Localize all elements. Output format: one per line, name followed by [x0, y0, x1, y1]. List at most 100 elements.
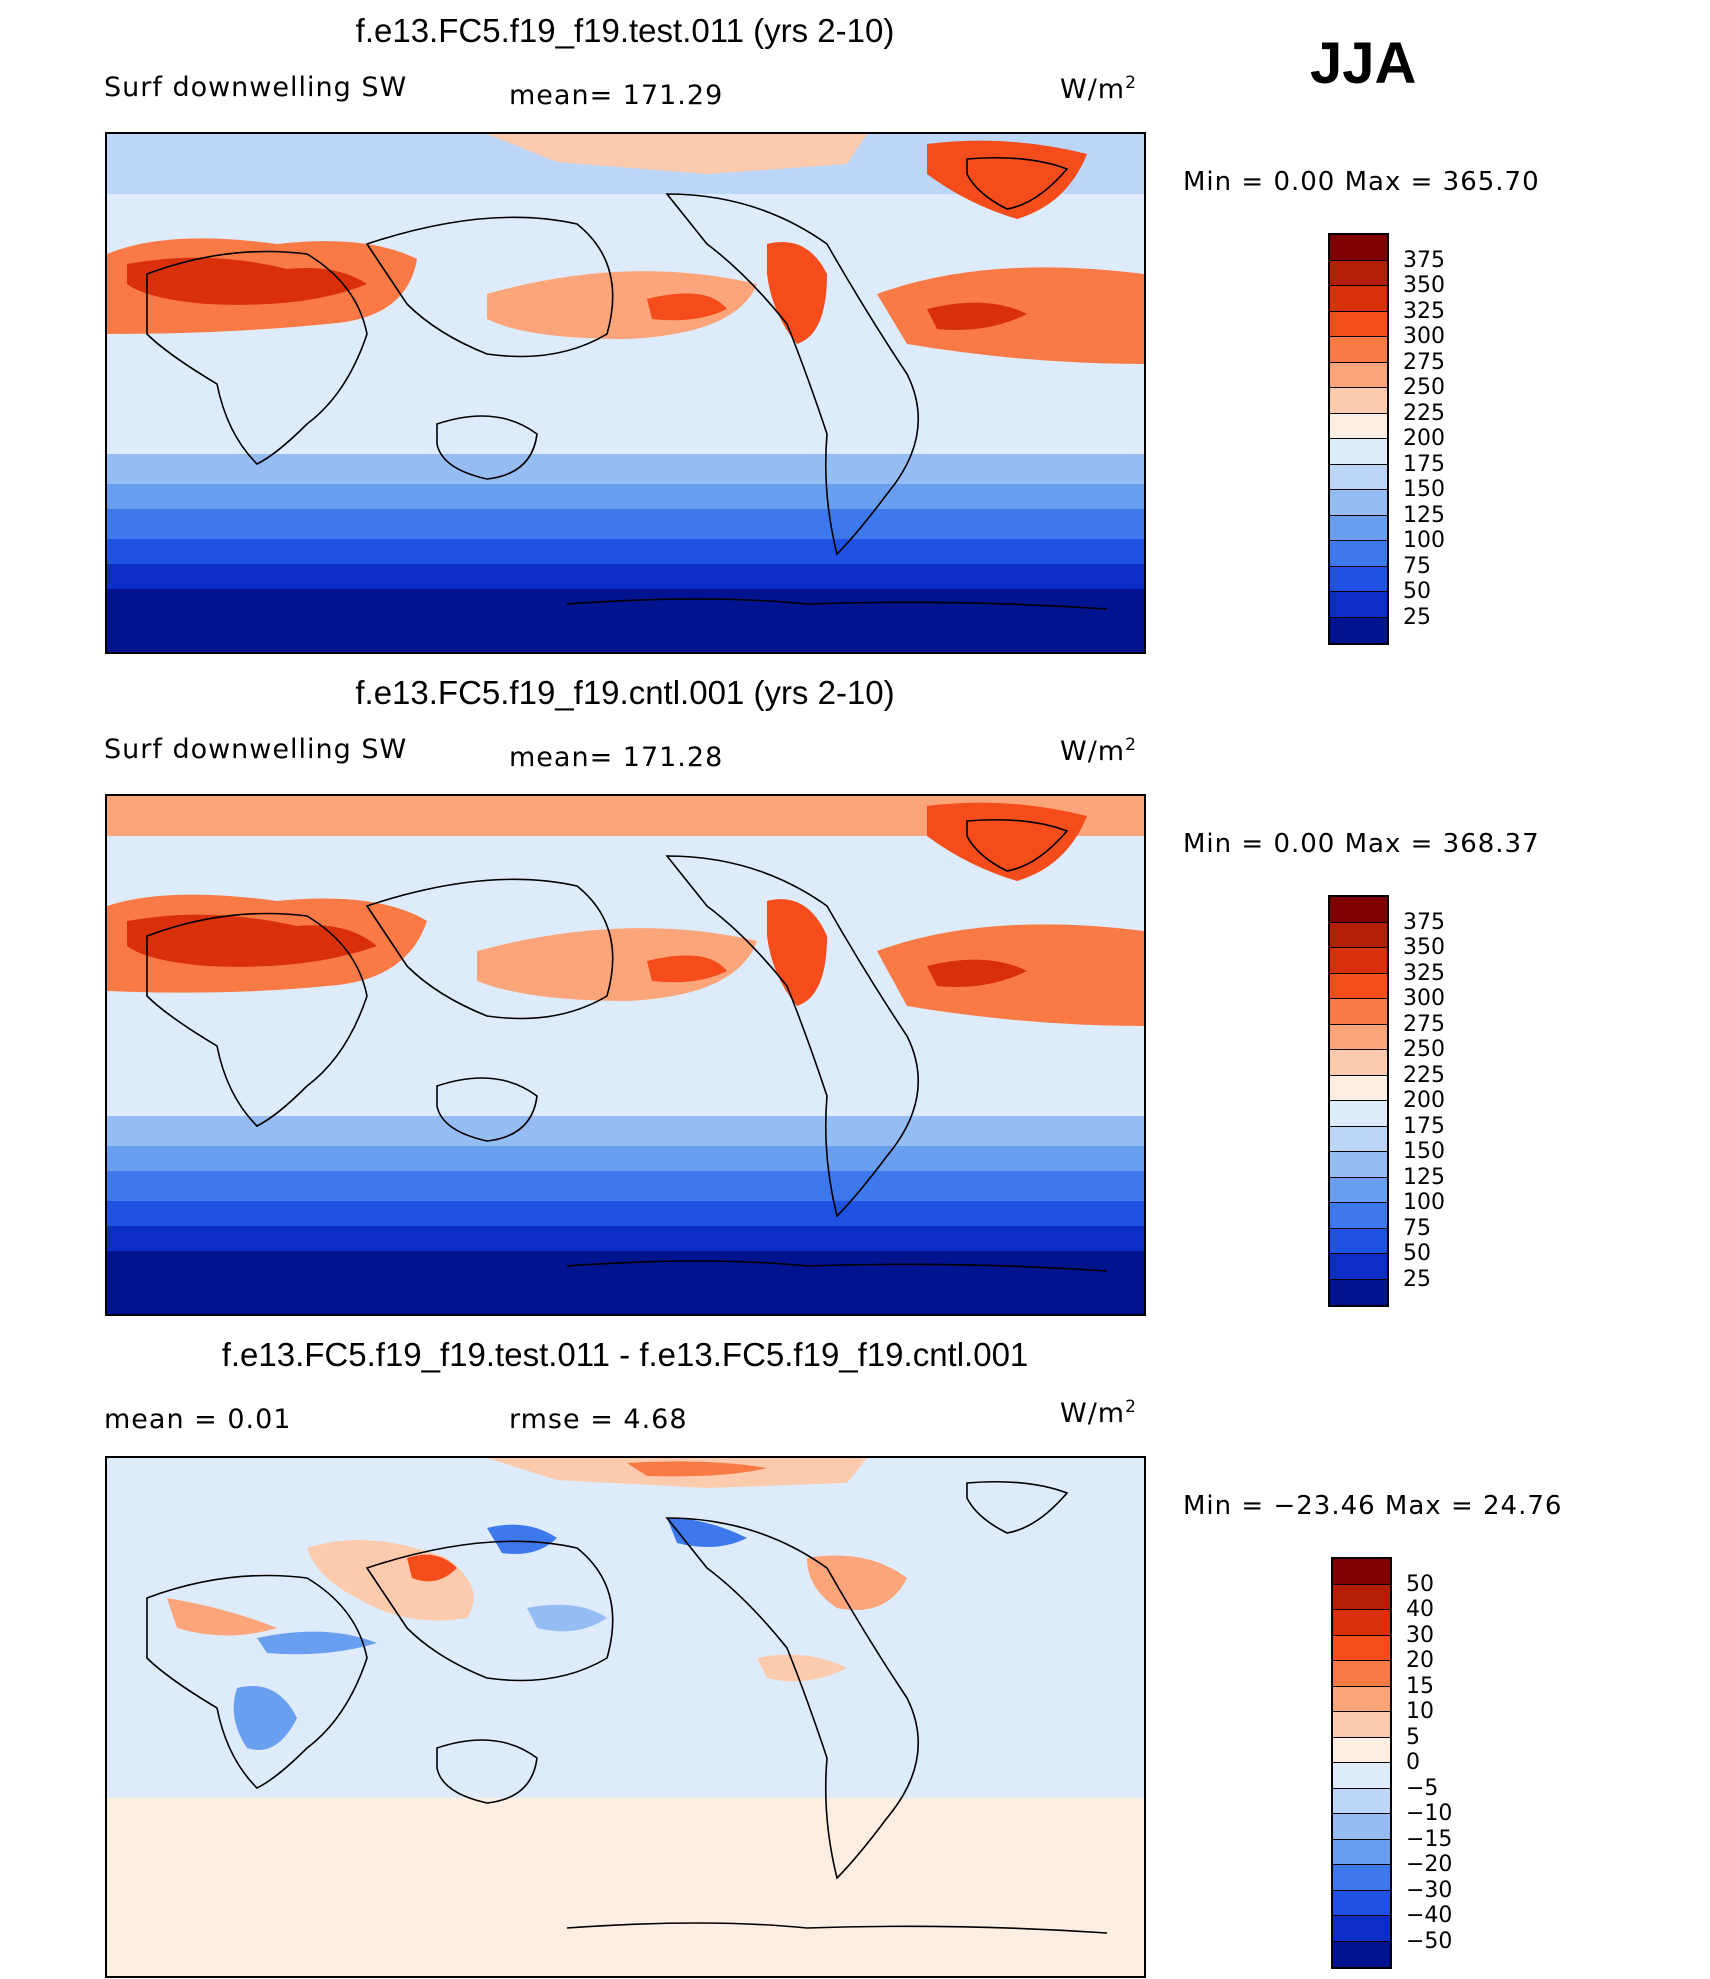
colorbar-box: [1333, 1865, 1390, 1891]
colorbar-label: 375: [1403, 247, 1445, 273]
colorbar-box: [1330, 1024, 1387, 1050]
colorbar-box: [1330, 1279, 1387, 1305]
colorbar-label: 250: [1403, 375, 1445, 400]
colorbar-label: 50: [1406, 1571, 1434, 1597]
colorbar-box: [1333, 1941, 1390, 1967]
colorbar-box: [1333, 1559, 1390, 1585]
panel1-map-field: [107, 134, 1144, 652]
colorbar-box: [1333, 1686, 1390, 1712]
panel2-units: W/m2: [1060, 735, 1137, 767]
colorbar-box: [1333, 1584, 1390, 1610]
colorbar-box: [1333, 1635, 1390, 1661]
colorbar-label: 325: [1403, 298, 1445, 324]
colorbar-box: [1330, 413, 1387, 439]
colorbar-box: [1330, 1203, 1387, 1229]
colorbar-label: 0: [1406, 1750, 1420, 1775]
colorbar-box: [1330, 897, 1387, 923]
colorbar-label: 75: [1403, 553, 1431, 579]
colorbar-box: [1330, 566, 1387, 592]
panel1-variable-label: Surf downwelling SW: [104, 72, 408, 103]
colorbar-box: [1330, 922, 1387, 948]
panel2-variable-label: Surf downwelling SW: [104, 734, 408, 765]
colorbar-label: 100: [1403, 1190, 1445, 1215]
colorbar-label: 5: [1406, 1724, 1420, 1750]
colorbar-label: −10: [1406, 1801, 1453, 1826]
panel2-mean-label: mean= 171.28: [509, 742, 724, 773]
colorbar-box: [1330, 439, 1387, 465]
colorbar-label: −40: [1406, 1903, 1453, 1928]
colorbar-label: 40: [1406, 1597, 1434, 1622]
panel2-units-exp: 2: [1125, 735, 1137, 755]
season-label: JJA: [1310, 31, 1417, 96]
colorbar-box: [1330, 1050, 1387, 1076]
colorbar-box: [1330, 1126, 1387, 1152]
colorbar-label: 300: [1403, 986, 1445, 1011]
colorbar-box: [1333, 1788, 1390, 1814]
colorbar-label: 100: [1403, 528, 1445, 553]
colorbar-label: 125: [1403, 502, 1445, 528]
colorbar-box: [1330, 235, 1387, 261]
colorbar-label: 15: [1406, 1673, 1434, 1699]
panel2-colorbar: [1328, 895, 1389, 1307]
colorbar-box: [1333, 1763, 1390, 1789]
colorbar-label: 275: [1403, 349, 1445, 375]
colorbar-box: [1333, 1661, 1390, 1687]
panel3-title: f.e13.FC5.f19_f19.test.011 - f.e13.FC5.f…: [221, 1336, 1029, 1373]
colorbar-box: [1330, 541, 1387, 567]
colorbar-label: 25: [1403, 604, 1431, 630]
colorbar-box: [1330, 515, 1387, 541]
colorbar-label: 225: [1403, 1062, 1445, 1088]
colorbar-box: [1333, 1916, 1390, 1942]
colorbar-box: [1330, 948, 1387, 974]
panel1-units-base: W/m: [1060, 74, 1126, 105]
colorbar-label: 75: [1403, 1215, 1431, 1241]
colorbar-label: 50: [1403, 1241, 1431, 1266]
colorbar-label: 20: [1406, 1648, 1434, 1673]
colorbar-label: 200: [1403, 1088, 1445, 1113]
panel3-units-base: W/m: [1060, 1398, 1126, 1429]
panel1-units-exp: 2: [1125, 73, 1137, 93]
panel3-minmax: Min = −23.46 Max = 24.76: [1183, 1491, 1563, 1521]
colorbar-label: 25: [1403, 1266, 1431, 1292]
colorbar-box: [1330, 286, 1387, 312]
colorbar-label: 200: [1403, 426, 1445, 451]
colorbar-label: −5: [1406, 1775, 1439, 1801]
colorbar-label: −20: [1406, 1852, 1453, 1877]
colorbar-box: [1330, 490, 1387, 516]
panel2-units-base: W/m: [1060, 736, 1126, 767]
colorbar-label: 175: [1403, 451, 1445, 477]
colorbar-label: 150: [1403, 477, 1445, 502]
colorbar-box: [1330, 388, 1387, 414]
colorbar-box: [1330, 1228, 1387, 1254]
panel3-units: W/m2: [1060, 1397, 1137, 1429]
panel2-minmax: Min = 0.00 Max = 368.37: [1183, 829, 1540, 859]
colorbar-box: [1330, 592, 1387, 618]
colorbar-label: 350: [1403, 935, 1445, 960]
colorbar-box: [1330, 362, 1387, 388]
panel1-title: f.e13.FC5.f19_f19.test.011 (yrs 2-10): [355, 12, 895, 49]
panel3-map: [105, 1456, 1146, 1978]
panel1-colorbar: [1328, 233, 1389, 645]
panel2-map: [105, 794, 1146, 1316]
colorbar-label: 375: [1403, 909, 1445, 935]
colorbar-label: 50: [1403, 579, 1431, 604]
colorbar-label: −15: [1406, 1826, 1453, 1852]
panel2-title: f.e13.FC5.f19_f19.cntl.001 (yrs 2-10): [355, 674, 895, 711]
colorbar-label: −50: [1406, 1928, 1453, 1954]
panel2-map-field: [107, 796, 1144, 1314]
panel1-map: [105, 132, 1146, 654]
colorbar-label: −30: [1406, 1877, 1453, 1903]
panel3-map-field: [107, 1458, 1144, 1976]
colorbar-box: [1330, 999, 1387, 1025]
colorbar-label: 10: [1406, 1699, 1434, 1724]
colorbar-box: [1330, 973, 1387, 999]
colorbar-label: 250: [1403, 1037, 1445, 1062]
colorbar-box: [1330, 1152, 1387, 1178]
colorbar-box: [1330, 311, 1387, 337]
panel3-colorbar: [1331, 1557, 1392, 1969]
colorbar-box: [1333, 1814, 1390, 1840]
colorbar-box: [1330, 617, 1387, 643]
panel1-mean-label: mean= 171.29: [509, 80, 724, 111]
colorbar-box: [1333, 1890, 1390, 1916]
panel3-mean-label: mean = 0.01: [104, 1404, 292, 1435]
